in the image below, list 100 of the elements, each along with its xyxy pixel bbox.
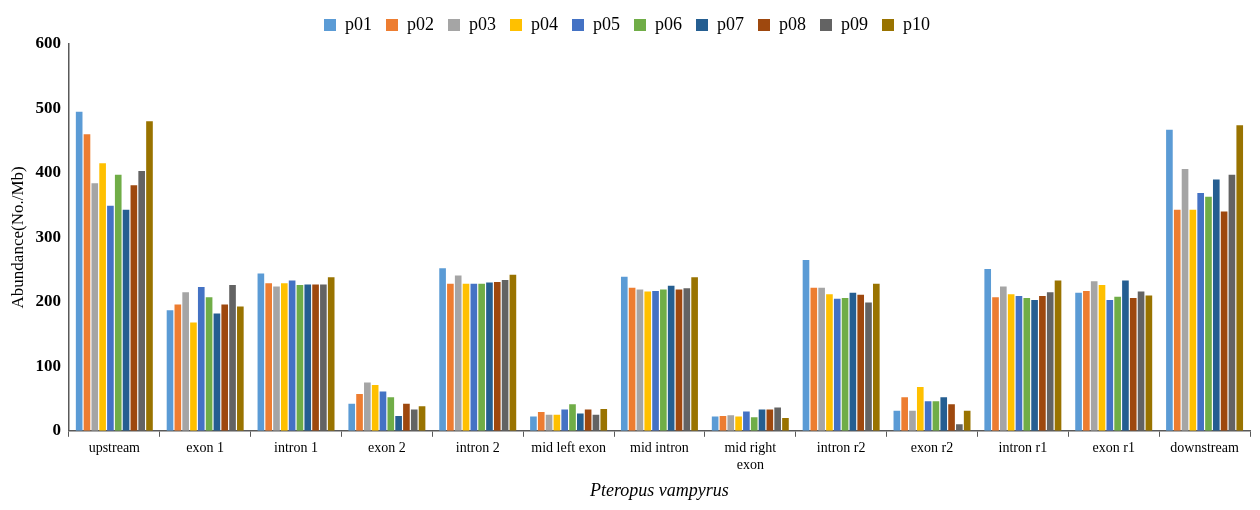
x-tick-label: exon 2 [368, 439, 406, 455]
bar [190, 322, 197, 431]
bar [205, 297, 213, 431]
bar [644, 291, 652, 431]
bar [447, 283, 454, 431]
bar [1129, 298, 1137, 431]
bar [675, 289, 683, 431]
bar [948, 404, 955, 431]
bar [1212, 179, 1220, 431]
bar [1039, 296, 1046, 431]
bar [1166, 129, 1173, 431]
bar [600, 408, 608, 431]
bar [1023, 298, 1031, 431]
y-tick-label: 400 [35, 162, 61, 182]
bar [691, 277, 698, 431]
x-tick-label: exon r2 [910, 439, 954, 455]
legend-label: p05 [593, 13, 620, 34]
bar [984, 268, 992, 431]
bar [182, 292, 189, 431]
y-tick-label: 600 [35, 33, 61, 53]
bar [387, 397, 395, 431]
bar [1098, 285, 1106, 431]
x-axis-title: Pteropus vampyrus [589, 479, 729, 500]
x-tick-label: mid left exon [531, 439, 606, 455]
bar [909, 410, 916, 431]
bar [1007, 294, 1015, 431]
bar [327, 277, 335, 431]
x-tick-label: intron 1 [274, 439, 319, 455]
bar [296, 285, 304, 431]
x-tick-label: upstream [88, 439, 141, 455]
bar [107, 205, 114, 431]
bar [478, 283, 485, 431]
bar [833, 298, 841, 431]
legend-label: p09 [841, 13, 868, 34]
bar [901, 397, 908, 431]
bar [280, 283, 288, 431]
bar [1205, 196, 1212, 431]
bar [667, 285, 675, 431]
legend-label: p08 [779, 13, 806, 34]
bar [1145, 295, 1153, 431]
bar [818, 287, 825, 431]
bar [130, 185, 138, 431]
bar [1220, 211, 1228, 431]
bar [1173, 209, 1181, 431]
bar [743, 411, 750, 431]
bar [1114, 296, 1121, 431]
bar [1054, 280, 1062, 431]
bar [439, 268, 446, 431]
bar [636, 289, 644, 431]
bar [99, 163, 106, 431]
bar [83, 134, 91, 431]
bar [1236, 125, 1244, 431]
bar [75, 111, 83, 431]
legend-label: p06 [655, 13, 682, 34]
x-tick-label: intron r1 [998, 439, 1048, 455]
x-tick-label: intron r2 [816, 439, 866, 455]
bar [312, 284, 319, 431]
bar [486, 282, 493, 431]
bar [122, 209, 130, 431]
x-tick-label: mid intron [630, 439, 689, 455]
bar [403, 403, 410, 431]
bar [166, 310, 174, 431]
bar [857, 294, 865, 431]
bar [537, 412, 545, 431]
bar [992, 297, 999, 431]
bar [114, 174, 122, 431]
legend-label: p02 [407, 13, 434, 34]
bar [1181, 169, 1189, 431]
bar [237, 306, 244, 431]
bar [273, 286, 280, 431]
y-tick-label: 100 [35, 355, 61, 375]
bar [1090, 281, 1098, 431]
bar [146, 121, 153, 431]
bar [197, 287, 205, 431]
bar [356, 394, 363, 431]
legend-label: p03 [469, 13, 496, 34]
bar [1189, 209, 1197, 431]
bar [265, 283, 273, 431]
y-tick-label: 300 [35, 226, 61, 246]
bar [1000, 286, 1007, 431]
bar [660, 289, 667, 431]
bar [470, 283, 478, 431]
bar [174, 304, 182, 431]
bar [304, 284, 312, 431]
bar [1197, 192, 1204, 431]
bar [1106, 299, 1114, 431]
y-tick-label: 200 [35, 291, 61, 311]
bar [348, 403, 356, 431]
bar [802, 259, 810, 431]
bar [462, 283, 470, 431]
bar [1031, 299, 1038, 431]
bar [652, 290, 659, 431]
x-tick-label: exon 1 [186, 439, 225, 455]
bar [395, 415, 402, 431]
bar [1122, 280, 1129, 431]
y-axis-title: Abundance(No./Mb) [7, 166, 27, 309]
legend-label: p10 [903, 13, 930, 34]
bar [620, 276, 628, 431]
bar [750, 417, 758, 431]
bar [1015, 296, 1023, 431]
